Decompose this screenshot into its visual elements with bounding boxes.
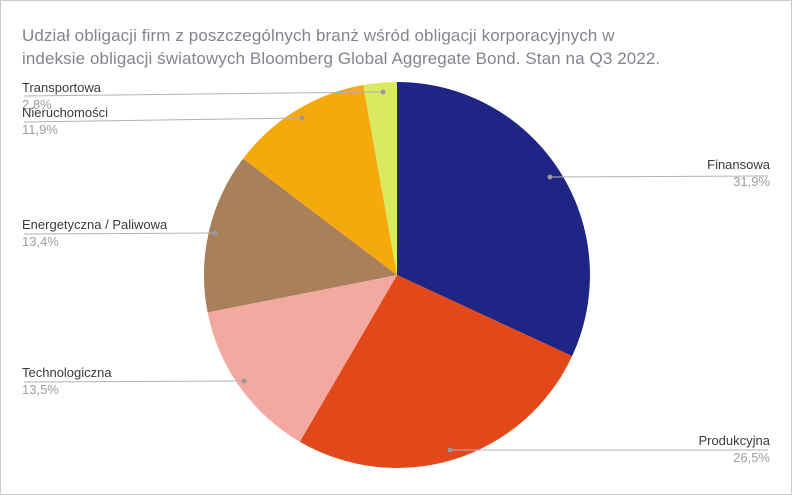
pie-slice-finansowa[interactable] xyxy=(397,82,590,357)
leader-dot-energetyczna-paliwowa xyxy=(212,230,218,236)
leader-line-energetyczna-paliwowa xyxy=(23,232,216,235)
chart-title-line-1: Udział obligacji firm z poszczególnych b… xyxy=(22,26,615,45)
leader-line-transportowa xyxy=(23,91,384,97)
slice-label-nieruchomosci: Nieruchomości xyxy=(22,105,108,120)
slice-value-finansowa: 31,9% xyxy=(733,174,770,189)
slice-value-nieruchomosci: 11,9% xyxy=(22,122,58,137)
pie-slice-nieruchomosci[interactable] xyxy=(243,85,397,275)
slice-value-transportowa: 2,8% xyxy=(22,97,52,112)
label-finansowa: Finansowa 31,9% xyxy=(707,158,770,189)
slice-label-energetyczna-paliwowa: Energetyczna / Paliwowa xyxy=(22,217,168,232)
slice-value-energetyczna-paliwowa: 13,4% xyxy=(22,234,59,249)
slice-value-technologiczna: 13,5% xyxy=(22,382,59,397)
label-nieruchomosci: Nieruchomości 11,9% xyxy=(22,106,108,137)
leader-dot-technologiczna xyxy=(241,378,247,384)
slice-label-technologiczna: Technologiczna xyxy=(22,365,112,380)
slice-value-produkcyjna: 26,5% xyxy=(733,450,770,465)
leader-line-finansowa xyxy=(549,175,769,178)
leader-line-nieruchomosci xyxy=(23,117,303,123)
label-technologiczna: Technologiczna 13,5% xyxy=(22,366,112,397)
chart-title: Udział obligacji firm z poszczególnych b… xyxy=(22,24,660,70)
leader-dot-produkcyjna xyxy=(447,447,453,453)
slice-label-finansowa: Finansowa xyxy=(707,157,770,172)
label-transportowa: Transportowa 2,8% xyxy=(22,81,101,112)
chart-title-line-2: indeksie obligacji światowych Bloomberg … xyxy=(22,49,661,68)
slice-label-produkcyjna: Produkcyjna xyxy=(698,433,770,448)
pie-slice-transportowa[interactable] xyxy=(363,82,397,275)
pie-slice-produkcyjna[interactable] xyxy=(299,275,573,468)
label-produkcyjna: Produkcyjna 26,5% xyxy=(698,434,770,465)
slice-label-transportowa: Transportowa xyxy=(22,80,101,95)
leader-line-technologiczna xyxy=(23,380,245,383)
pie-slice-technologiczna[interactable] xyxy=(207,275,397,442)
label-energetyczna-paliwowa: Energetyczna / Paliwowa 13,4% xyxy=(22,218,167,249)
leader-dot-finansowa xyxy=(547,174,553,180)
leader-dot-transportowa xyxy=(380,89,386,95)
leader-dot-nieruchomosci xyxy=(299,115,305,121)
pie-slice-energetyczna-paliwowa[interactable] xyxy=(203,158,397,313)
